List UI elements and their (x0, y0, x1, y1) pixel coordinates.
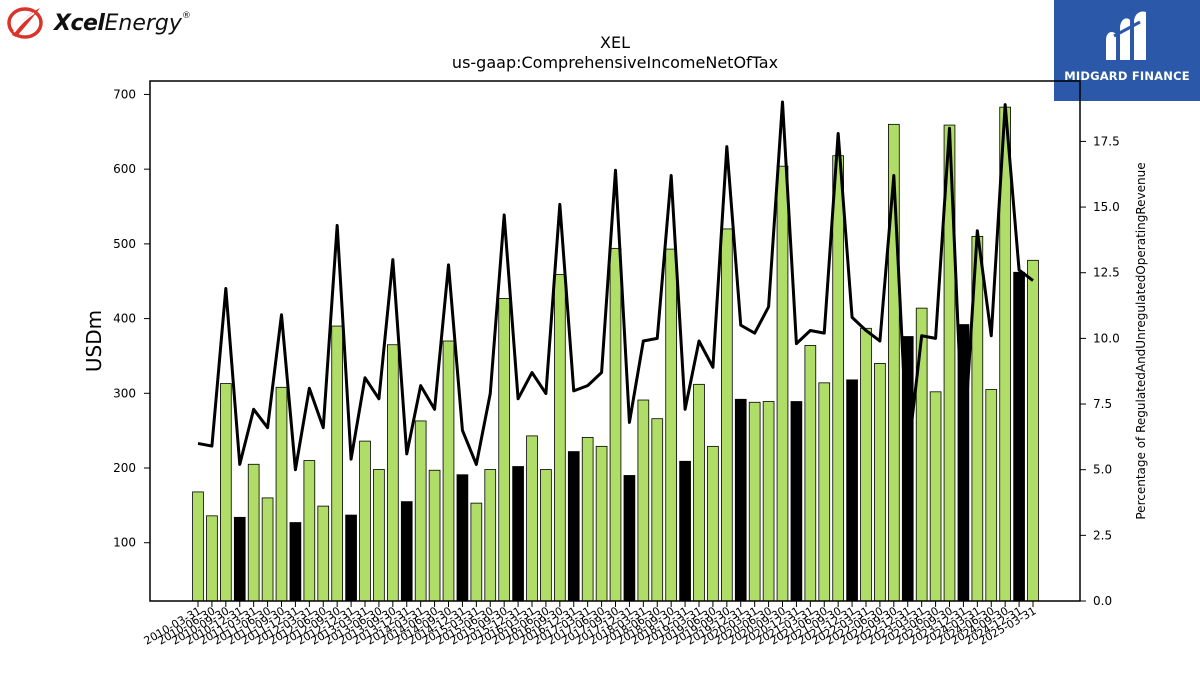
y2-axis-label: Percentage of RegulatedAndUnregulatedOpe… (1134, 162, 1148, 519)
bar-2020-06-30 (762, 401, 775, 602)
line-series (197, 100, 1034, 472)
bar-2021-03-31 (804, 345, 817, 602)
bar-2022-06-30 (874, 363, 886, 602)
bar-series (192, 106, 1039, 602)
midgard-finance-logo: MIDGARD FINANCE (1054, 0, 1200, 101)
ratio-line (197, 100, 1034, 472)
bar-2015-03-31 (470, 502, 483, 602)
y2-tick-label: 12.5 (1093, 266, 1120, 280)
y-tick-label: 200 (113, 461, 136, 475)
midgard-emblem-icon (1106, 11, 1146, 61)
bar-2025-03-31 (1027, 259, 1039, 602)
y-tick-label: 300 (113, 386, 136, 400)
bar-2013-03-31 (359, 440, 371, 602)
bar-2021-09-30 (832, 155, 844, 602)
bar-2023-06-30 (929, 391, 942, 602)
bar-2010-03-31 (192, 491, 204, 602)
y-tick-label: 700 (113, 87, 136, 101)
right-y-axis: 0.0 2.5 5.0 7.5 10.0 12.5 15.0 17.5 (1080, 134, 1120, 608)
bar-2021-12-31 (846, 379, 858, 602)
bar-2020-03-31 (748, 401, 761, 602)
xcel-brand-text: XcelEnergy® (54, 11, 191, 36)
y-tick-label: 500 (113, 237, 136, 251)
midgard-finance-text: MIDGARD FINANCE (1064, 69, 1190, 83)
y2-tick-label: 5.0 (1093, 463, 1112, 477)
bar-2013-12-31 (400, 501, 413, 602)
bar-2022-03-31 (860, 327, 872, 602)
x-axis: 2010-03-312010-06-302010-09-302010-12-31… (142, 601, 1039, 648)
bar-2013-06-30 (373, 469, 385, 602)
bar-2015-09-30 (498, 298, 510, 602)
y2-tick-label: 15.0 (1093, 200, 1120, 214)
bar-2016-03-31 (526, 435, 538, 602)
bar-2014-03-31 (414, 420, 427, 602)
y2-tick-label: 10.0 (1093, 331, 1120, 345)
xcel-brand-bold: Xcel (54, 11, 105, 36)
y-tick-label: 100 (113, 536, 136, 550)
bar-2024-12-31 (1013, 271, 1025, 602)
bar-2015-06-30 (484, 469, 497, 602)
bar-2010-12-31 (233, 516, 246, 602)
y-tick-label: 600 (113, 162, 136, 176)
bar-2012-09-30 (331, 325, 343, 602)
bar-2011-03-31 (247, 463, 260, 602)
bar-2017-12-31 (623, 475, 636, 602)
bar-2011-09-30 (275, 386, 288, 602)
xcel-flame-icon (7, 7, 43, 39)
bar-2012-03-31 (303, 460, 316, 602)
y2-tick-label: 0.0 (1093, 594, 1112, 608)
bar-2014-06-30 (428, 469, 441, 602)
bar-2018-03-31 (637, 399, 650, 602)
bar-2019-09-30 (721, 228, 733, 602)
bar-2012-06-30 (317, 505, 330, 602)
xcel-brand-rest: Energy (104, 11, 182, 36)
bar-2020-09-30 (776, 165, 789, 602)
y-axis-label: USDm (82, 310, 106, 372)
bar-2018-06-30 (651, 418, 664, 602)
y2-tick-label: 7.5 (1093, 397, 1112, 411)
bar-2019-03-31 (693, 383, 705, 602)
bar-2017-03-31 (581, 436, 594, 602)
bar-2016-06-30 (540, 469, 552, 602)
bar-2011-12-31 (289, 522, 302, 602)
y2-tick-label: 2.5 (1093, 528, 1112, 542)
chart-title: XEL (600, 33, 630, 52)
bar-2018-09-30 (665, 248, 677, 602)
bar-2015-12-31 (512, 466, 524, 602)
bar-2011-06-30 (261, 497, 274, 602)
bar-2019-12-31 (734, 398, 747, 602)
bar-2014-12-31 (456, 474, 469, 602)
bar-2010-09-30 (220, 383, 232, 602)
xcel-trademark: ® (181, 11, 191, 21)
bar-2023-03-31 (915, 307, 928, 602)
bar-2021-06-30 (818, 382, 831, 602)
bar-2010-06-30 (206, 515, 218, 602)
left-y-axis: 100 200 300 400 500 600 700 (113, 87, 150, 550)
y-tick-label: 400 (113, 312, 136, 326)
y2-tick-label: 17.5 (1093, 134, 1120, 148)
bar-2018-12-31 (679, 460, 691, 602)
bar-2017-06-30 (595, 445, 608, 602)
bar-2017-09-30 (609, 247, 622, 602)
bar-2020-12-31 (790, 401, 803, 602)
bar-2019-06-30 (707, 445, 719, 602)
xcel-energy-logo: XcelEnergy® (4, 2, 204, 44)
chart-subtitle: us-gaap:ComprehensiveIncomeNetOfTax (452, 53, 778, 72)
bar-2014-09-30 (442, 340, 455, 602)
bar-2012-12-31 (345, 514, 357, 602)
bar-2024-06-30 (985, 389, 998, 602)
bar-2013-09-30 (387, 344, 399, 602)
bar-2016-09-30 (554, 274, 566, 602)
bar-2016-12-31 (567, 451, 580, 602)
